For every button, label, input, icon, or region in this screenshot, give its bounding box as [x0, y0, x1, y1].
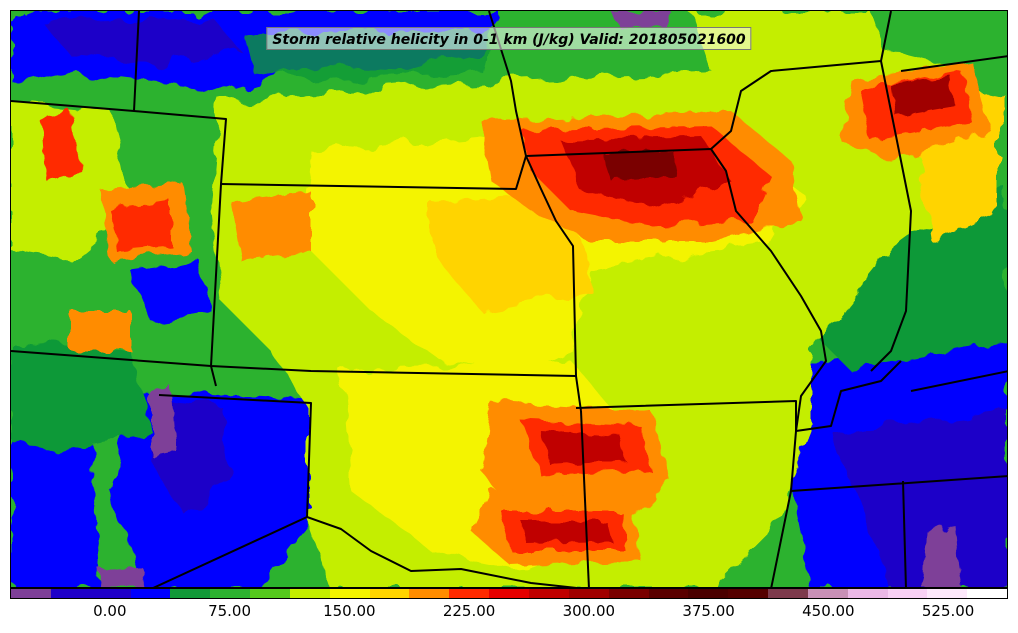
colorbar-tick-label: 0.00 [93, 602, 127, 620]
colorbar-swatch [608, 589, 649, 598]
colorbar-swatch [250, 589, 290, 598]
colorbar-swatch [927, 589, 968, 598]
colorbar-swatch [50, 589, 91, 598]
purple-patches [99, 11, 961, 587]
colorbar-swatch [210, 589, 251, 598]
colorbar-swatch [528, 589, 569, 598]
colorbar [10, 588, 1008, 599]
colorbar-swatch [449, 589, 490, 598]
colorbar-swatch [728, 589, 769, 598]
colorbar-swatch [847, 589, 888, 598]
colorbar-swatch [967, 589, 1008, 598]
colorbar-swatch [489, 589, 529, 598]
map-title: Storm relative helicity in 0-1 km (J/kg)… [272, 32, 746, 48]
map-canvas [11, 11, 1007, 587]
colorbar-tick-label: 375.00 [682, 602, 735, 620]
helicity-map: Storm relative helicity in 0-1 km (J/kg)… [10, 10, 1008, 588]
colorbar-swatch [568, 589, 609, 598]
colorbar-swatch [887, 589, 928, 598]
colorbar-swatch [768, 589, 808, 598]
low-helicity-regions [11, 11, 1007, 587]
colorbar-swatch [409, 589, 450, 598]
colorbar-tick-label: 150.00 [323, 602, 376, 620]
map-title-box: Storm relative helicity in 0-1 km (J/kg)… [266, 27, 752, 50]
colorbar-swatch [170, 589, 211, 598]
colorbar-tick-label: 75.00 [208, 602, 252, 620]
colorbar-swatch [648, 589, 689, 598]
colorbar-tick-label: 300.00 [562, 602, 616, 620]
colorbar-swatch [369, 589, 410, 598]
colorbar-tick-labels: 0.00 75.00 150.00 225.00 300.00 375.00 450.00 5… [10, 602, 1008, 624]
colorbar-tick-label: 450.00 [802, 602, 855, 620]
colorbar-swatch [90, 589, 131, 598]
colorbar-swatch [807, 589, 848, 598]
colorbar-swatch [130, 589, 171, 598]
colorbar-swatch [11, 589, 51, 598]
colorbar-tick-label: 525.00 [921, 602, 975, 620]
colorbar-swatch [688, 589, 729, 598]
colorbar-swatch [289, 589, 330, 598]
colorbar-tick-label: 225.00 [442, 602, 496, 620]
colorbar-swatch [329, 589, 370, 598]
